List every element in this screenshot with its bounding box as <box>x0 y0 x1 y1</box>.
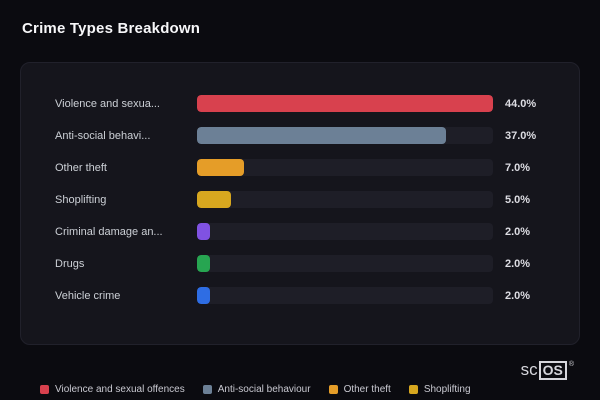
legend: Violence and sexual offences Anti-social … <box>40 384 471 395</box>
chart-row: Vehicle crime 2.0% <box>55 287 553 304</box>
value-label: 44.0% <box>505 97 537 110</box>
legend-label: Shoplifting <box>423 384 471 395</box>
bar-fill[interactable] <box>197 159 245 176</box>
category-label: Violence and sexua... <box>55 97 160 110</box>
bar-fill[interactable] <box>197 223 211 240</box>
value-label: 5.0% <box>505 193 531 206</box>
bar-fill[interactable] <box>197 287 211 304</box>
value-label: 37.0% <box>505 129 537 142</box>
page-title: Crime Types Breakdown <box>22 20 201 37</box>
category-label: Criminal damage an... <box>55 225 163 238</box>
legend-label: Violence and sexual offences <box>55 384 185 395</box>
chart-rows: Violence and sexua... 44.0% Anti-social be… <box>55 95 553 304</box>
brand-boxed-text: OS <box>538 361 567 380</box>
registered-mark: ® <box>568 361 574 368</box>
chart-row: Criminal damage an... 2.0% <box>55 223 553 240</box>
legend-item[interactable]: Anti-social behaviour <box>202 384 311 395</box>
brand-logo: sc OS ® <box>521 361 574 380</box>
chart-row: Violence and sexua... 44.0% <box>55 95 553 112</box>
bar-track <box>197 127 493 144</box>
value-label: 2.0% <box>505 257 531 270</box>
bar-track <box>197 159 493 176</box>
category-label: Shoplifting <box>55 193 107 206</box>
bar-track <box>197 95 493 112</box>
chart-row: Shoplifting 5.0% <box>55 191 553 208</box>
legend-swatch <box>202 385 212 394</box>
value-label: 7.0% <box>505 161 531 174</box>
bar-fill[interactable] <box>197 95 493 112</box>
bar-track <box>197 287 493 304</box>
bar-fill[interactable] <box>197 127 446 144</box>
bar-fill[interactable] <box>197 255 211 272</box>
value-label: 2.0% <box>505 289 531 302</box>
legend-swatch <box>408 385 418 394</box>
legend-label: Anti-social behaviour <box>217 384 311 395</box>
legend-item[interactable]: Violence and sexual offences <box>40 384 185 395</box>
bar-fill[interactable] <box>197 191 231 208</box>
value-label: 2.0% <box>505 225 531 238</box>
bar-track <box>197 191 493 208</box>
legend-item[interactable]: Other theft <box>328 384 391 395</box>
chart-row: Anti-social behavi... 37.0% <box>55 127 553 144</box>
category-label: Anti-social behavi... <box>55 129 151 142</box>
legend-label: Other theft <box>343 384 391 395</box>
category-label: Other theft <box>55 161 107 174</box>
category-label: Drugs <box>55 257 85 270</box>
legend-item[interactable]: Shoplifting <box>408 384 471 395</box>
chart-row: Other theft 7.0% <box>55 159 553 176</box>
legend-swatch <box>328 385 338 394</box>
legend-swatch <box>40 385 49 394</box>
brand-prefix: sc <box>520 360 538 379</box>
chart-panel: Violence and sexua... 44.0% Anti-social be… <box>20 62 580 345</box>
category-label: Vehicle crime <box>55 289 121 302</box>
chart-row: Drugs 2.0% <box>55 255 553 272</box>
bar-track <box>197 223 493 240</box>
bar-track <box>197 255 493 272</box>
